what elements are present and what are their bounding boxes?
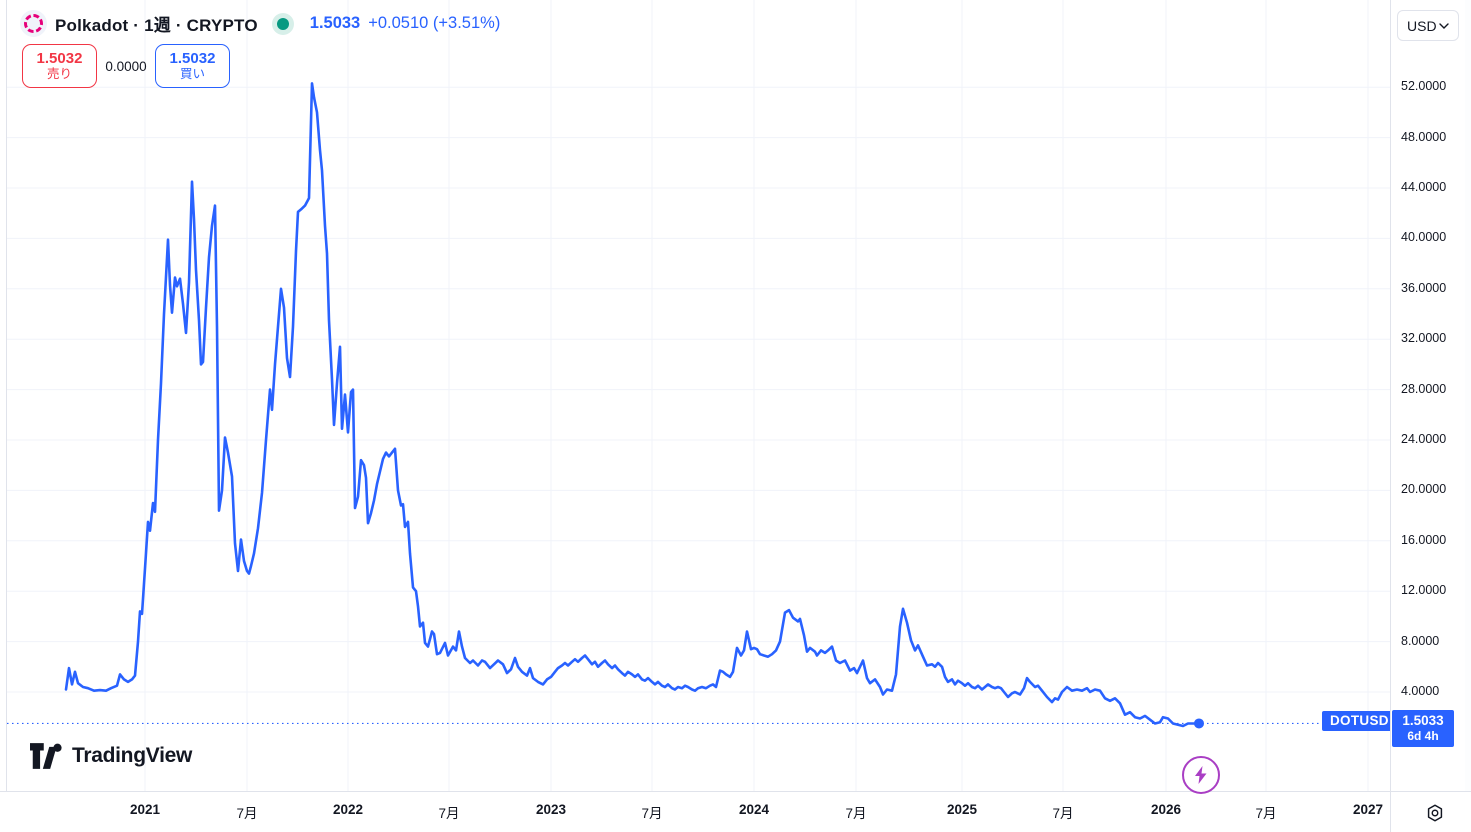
tradingview-attribution[interactable]: TradingView [30, 743, 192, 769]
price-tick-label: 36.0000 [1401, 280, 1447, 295]
price-axis[interactable]: USD 52.0000 48.0000 44.0000 40.0000 36.0000 3… [1390, 0, 1465, 791]
time-tick-label[interactable]: 2025 [946, 802, 978, 817]
time-axis[interactable]: 2021 7月 2022 7月 2023 7月 2024 7月 2025 7月 2026 7月 2027 [0, 791, 1471, 832]
hexagon-gear-icon [1427, 804, 1443, 822]
last-price-value: 1.5033 [309, 14, 361, 32]
price-tick-label: 44.0000 [1401, 180, 1447, 194]
order-panel: 1.5032 売り 0.0000 1.5032 買い [22, 44, 230, 88]
last-price-axis-label[interactable]: 1.5033 6d 4h [1392, 710, 1454, 748]
axis-settings-button[interactable] [1418, 796, 1452, 830]
chevron-down-icon [1439, 22, 1449, 29]
sell-button[interactable]: 1.5032 売り [22, 44, 97, 88]
bar-countdown: 6d 4h [1407, 729, 1439, 744]
symbol-price-line-flag[interactable]: DOTUSD [1322, 711, 1397, 732]
price-tick-label: 4.0000 [1401, 684, 1440, 698]
time-tick-label[interactable]: 7月 [1052, 806, 1074, 821]
time-tick-label[interactable]: 7月 [1255, 806, 1277, 821]
buy-price: 1.5032 [169, 50, 216, 68]
currency-selector[interactable]: USD [1397, 10, 1459, 41]
polkadot-dotted-circle-icon [24, 14, 43, 33]
tradingview-logo-text: TradingView [72, 744, 193, 767]
polkadot-logo-icon[interactable] [20, 10, 47, 37]
price-chart-canvas[interactable] [0, 0, 1390, 791]
price-tick-label: 52.0000 [1401, 79, 1447, 94]
buy-label: 買い [179, 67, 205, 82]
symbol-title[interactable]: Polkadot · 1週 · CRYPTO [55, 16, 258, 35]
buy-button[interactable]: 1.5032 買い [155, 44, 230, 88]
time-tick-label[interactable]: 7月 [438, 806, 460, 821]
time-tick-label[interactable]: 2022 [332, 802, 364, 817]
time-axis-corner-divider [1390, 792, 1391, 832]
time-tick-label[interactable]: 7月 [236, 806, 258, 821]
price-tick-label: 32.0000 [1401, 331, 1447, 346]
price-tick-label: 16.0000 [1401, 532, 1447, 547]
price-tick-label: 12.0000 [1401, 583, 1447, 598]
tradingview-logo-icon [30, 743, 62, 769]
price-tick-label: 48.0000 [1401, 129, 1447, 144]
sell-price: 1.5032 [36, 50, 83, 68]
market-status-icon[interactable] [271, 12, 294, 35]
time-tick-label[interactable]: 2026 [1150, 802, 1182, 817]
price-change-value: +0.0510 (+3.51%) [368, 14, 501, 32]
chart-legend-header: Polkadot · 1週 · CRYPTO 1.5033 +0.0510 (+… [20, 10, 500, 37]
right-edge-divider [1464, 0, 1471, 832]
spread-value: 0.0000 [105, 58, 147, 74]
price-tick-label: 40.0000 [1401, 230, 1447, 245]
price-tick-label: 20.0000 [1401, 482, 1447, 497]
price-tick-label: 28.0000 [1401, 381, 1447, 396]
price-tick-label: 24.0000 [1401, 432, 1447, 446]
time-tick-label[interactable]: 2024 [738, 802, 770, 817]
time-tick-label[interactable]: 7月 [845, 806, 867, 821]
last-price-label-value: 1.5033 [1402, 713, 1444, 729]
lightning-bolt-icon [1195, 766, 1207, 784]
time-tick-label[interactable]: 7月 [641, 806, 663, 821]
currency-selected: USD [1407, 17, 1437, 34]
left-edge-divider [0, 0, 7, 832]
price-tick-label: 8.0000 [1401, 633, 1440, 648]
time-tick-label[interactable]: 2021 [129, 802, 161, 817]
flash-boost-button[interactable] [1182, 756, 1220, 794]
sell-label: 売り [46, 67, 72, 82]
time-tick-label[interactable]: 2027 [1352, 802, 1384, 817]
time-tick-label[interactable]: 2023 [535, 802, 567, 817]
